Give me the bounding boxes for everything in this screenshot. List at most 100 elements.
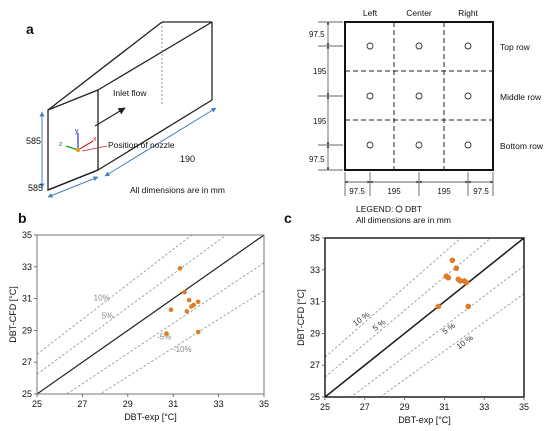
- dbt-sensors: [366, 42, 472, 149]
- deviation-line: [325, 238, 492, 378]
- nozzle-label: Position of nozzle: [108, 140, 175, 150]
- grid-outline: [344, 21, 494, 171]
- row-label-top: Top row: [500, 42, 531, 52]
- panel-a-label: a: [26, 21, 34, 37]
- sensor-top-right: [464, 42, 472, 50]
- data-point: [164, 331, 169, 336]
- bottom-dim-4: 97.5: [473, 187, 489, 196]
- dims-note-a: All dimensions are in mm: [130, 185, 225, 195]
- legend-dbt-label: DBT: [405, 204, 422, 214]
- left-dim-2: 195: [313, 67, 327, 76]
- deviation-label: -10%: [173, 345, 192, 354]
- sensor-middle-right: [464, 92, 472, 100]
- x-axis-title: DBT-exp [°C]: [124, 412, 177, 422]
- data-point: [182, 289, 187, 295]
- x-tick-label: 25: [320, 402, 330, 412]
- data-point: [195, 329, 201, 335]
- y-tick-label: 29: [310, 328, 320, 338]
- panel-c: c 10 % 5 % 5 %10 %25 27 29 31 33 35252729313335…: [284, 210, 529, 425]
- x-tick-label: 33: [214, 399, 224, 409]
- nozzle-marker: [75, 147, 81, 153]
- y-axis-title: DBT-CFD [°C]: [296, 289, 306, 346]
- dims-note-grid: All dimensions are in mm: [356, 215, 451, 225]
- y-tick-label: 31: [22, 294, 32, 304]
- data-point: [465, 303, 472, 310]
- data-point: [435, 303, 442, 310]
- row-label-bottom: Bottom row: [500, 141, 544, 151]
- inlet-flow-label: Inlet flow: [113, 88, 147, 98]
- bottom-dim-3: 195: [437, 187, 451, 196]
- deviation-label: 10 %: [455, 333, 475, 351]
- deviation-line: [350, 265, 524, 397]
- y-tick-label: 27: [310, 360, 320, 370]
- x-axis-title: DBT-exp [°C]: [398, 415, 451, 425]
- row-label-middle: Middle row: [500, 92, 542, 102]
- left-dim-chain: [318, 21, 343, 171]
- y-tick-label: 35: [22, 230, 32, 240]
- col-label-center: Center: [406, 8, 432, 18]
- x-tick-label: 35: [519, 402, 529, 412]
- x-tick-label: 31: [168, 399, 178, 409]
- y-tick-label: 29: [22, 325, 32, 335]
- height-dim-label: 585: [26, 136, 41, 146]
- data-point: [186, 297, 192, 303]
- x-tick-label: 25: [32, 399, 42, 409]
- x-tick-label: 27: [77, 399, 87, 409]
- col-label-right: Right: [458, 8, 478, 18]
- y-tick-label: 25: [310, 392, 320, 402]
- sensor-middle-center: [415, 92, 423, 100]
- panel-a: a 585 585 190 Inlet flow y z x Position: [26, 21, 225, 198]
- sensor-top-center: [415, 42, 423, 50]
- col-label-left: Left: [363, 8, 378, 18]
- deviation-line: [99, 290, 264, 394]
- data-point: [168, 307, 174, 313]
- reference-lines: [37, 235, 264, 394]
- bottom-dim-1: 97.5: [349, 187, 365, 196]
- panel-b: b 10% 5% -5%-10% 25 27 29 31 33 35 25 27 29 31 33 35 DB…: [8, 210, 269, 422]
- left-dim-3: 195: [313, 117, 327, 126]
- inlet-flow-arrow: [94, 107, 126, 127]
- data-point: [453, 265, 460, 272]
- legend-dbt-marker: [395, 205, 403, 213]
- y-axis-title: DBT-CFD [°C]: [8, 286, 18, 343]
- data-point: [195, 299, 201, 305]
- y-tick-label: 27: [22, 357, 32, 367]
- panel-c-label: c: [284, 210, 292, 226]
- plot-frame: [36, 234, 265, 395]
- plot-frame: [324, 237, 525, 398]
- deviation-line: [37, 235, 227, 375]
- panel-b-label: b: [18, 210, 27, 226]
- deviation-line: [37, 235, 193, 355]
- deviation-label: 10%: [94, 293, 110, 302]
- sensor-bottom-center: [415, 141, 423, 149]
- y-axis-label: y: [75, 128, 79, 135]
- deviation-label: 5 %: [371, 318, 387, 333]
- deviation-label: 5%: [102, 311, 114, 320]
- sensor-middle-left: [366, 92, 374, 100]
- grid-dividers: [345, 22, 493, 170]
- y-tick-label: 35: [310, 233, 320, 243]
- width-dim-label: 585: [28, 183, 43, 193]
- sensor-bottom-right: [464, 141, 472, 149]
- y-tick-label: 25: [22, 389, 32, 399]
- x-tick-label: 31: [439, 402, 449, 412]
- x-axis-arrow: [77, 140, 94, 151]
- x-tick-label: 29: [400, 402, 410, 412]
- data-point: [443, 273, 450, 279]
- grid-diagram: Left Center Right Top row Middle row Bot…: [309, 8, 544, 225]
- deviation-label: 5 %: [441, 321, 457, 336]
- bottom-dim-chain: [344, 172, 494, 196]
- x-tick-label: 35: [259, 399, 269, 409]
- nozzle-leader: [81, 145, 108, 152]
- x-tick-label: 27: [360, 402, 370, 412]
- deviation-label: 10 %: [351, 310, 371, 328]
- deviation-line: [66, 262, 264, 394]
- deviation-line: [379, 293, 524, 397]
- length-dim-line: [104, 107, 217, 177]
- deviation-label: -5%: [157, 332, 171, 341]
- duct-box: [47, 21, 213, 191]
- identity-line: [325, 238, 524, 397]
- z-axis-label: z: [59, 141, 63, 148]
- y-tick-label: 33: [22, 262, 32, 272]
